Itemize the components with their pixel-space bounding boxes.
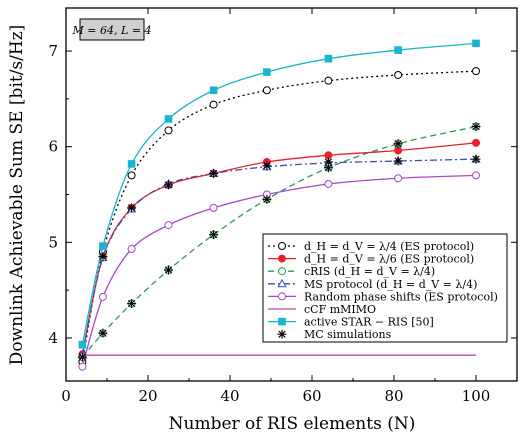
y-tick-label: 7 <box>48 42 58 60</box>
legend-label: MC simulations <box>304 328 392 341</box>
data-point <box>78 353 87 362</box>
data-point <box>165 116 172 123</box>
legend-label: MS protocol (d_H = d_V = λ/4) <box>304 278 477 291</box>
data-point <box>209 169 218 178</box>
mc-point <box>164 266 173 275</box>
data-point <box>325 180 332 187</box>
data-point <box>100 243 107 250</box>
mc-point <box>209 230 218 239</box>
data-point <box>473 172 480 179</box>
x-tick-label: 40 <box>220 387 239 405</box>
legend: d_H = d_V = λ/4 (ES protocol)d_H = d_V =… <box>263 234 507 342</box>
legend-label: cCF mMIMO <box>304 303 376 316</box>
legend-marker <box>279 243 286 250</box>
data-point <box>394 157 403 166</box>
y-tick-label: 6 <box>48 138 58 156</box>
x-tick-label: 20 <box>138 387 157 405</box>
data-point <box>473 139 480 146</box>
x-tick-label: 100 <box>462 387 491 405</box>
data-point <box>262 161 271 170</box>
data-point <box>395 47 402 54</box>
data-point <box>210 101 217 108</box>
data-point <box>128 172 135 179</box>
legend-marker <box>279 293 286 300</box>
data-point <box>164 180 173 189</box>
legend-marker <box>279 255 286 262</box>
x-tick-label: 60 <box>302 387 321 405</box>
mc-point <box>324 163 333 172</box>
data-point <box>210 204 217 211</box>
mc-point <box>127 299 136 308</box>
data-point <box>210 87 217 94</box>
y-tick-label: 5 <box>48 233 58 251</box>
data-point <box>99 293 106 300</box>
data-point <box>325 55 332 62</box>
data-point <box>127 203 136 212</box>
data-point <box>128 246 135 253</box>
y-tick-label: 4 <box>48 329 58 347</box>
legend-marker <box>279 268 286 275</box>
data-point <box>473 68 480 75</box>
data-point <box>79 341 86 348</box>
mc-point <box>262 195 271 204</box>
legend-label: Random phase shifts (ES protocol) <box>304 290 498 303</box>
data-point <box>264 69 271 76</box>
data-point <box>472 155 481 164</box>
data-point <box>263 87 270 94</box>
legend-label: d_H = d_V = λ/6 (ES protocol) <box>304 253 474 266</box>
data-point <box>473 40 480 47</box>
data-point <box>79 363 86 370</box>
x-tick-label: 80 <box>384 387 403 405</box>
legend-marker <box>278 330 287 339</box>
x-axis-label: Number of RIS elements (N) <box>169 414 416 434</box>
legend-marker <box>279 318 286 325</box>
parameter-box-text: M = 64, L = 4 <box>72 24 152 37</box>
data-point <box>165 222 172 229</box>
y-axis-label: Downlink Achievable Sum SE [bit/s/Hz] <box>7 25 27 366</box>
legend-label: d_H = d_V = λ/4 (ES protocol) <box>304 240 474 253</box>
data-point <box>395 175 402 182</box>
data-point <box>325 77 332 84</box>
legend-label: active STAR − RIS [50] <box>304 316 434 329</box>
data-point <box>395 71 402 78</box>
mc-point <box>472 122 481 131</box>
x-tick-label: 0 <box>61 387 71 405</box>
data-point <box>165 127 172 134</box>
mc-point <box>394 139 403 148</box>
data-point <box>128 161 135 168</box>
data-point <box>98 252 107 261</box>
mc-point <box>98 329 107 338</box>
legend-label: cRIS (d_H = d_V = λ/4) <box>304 265 435 278</box>
